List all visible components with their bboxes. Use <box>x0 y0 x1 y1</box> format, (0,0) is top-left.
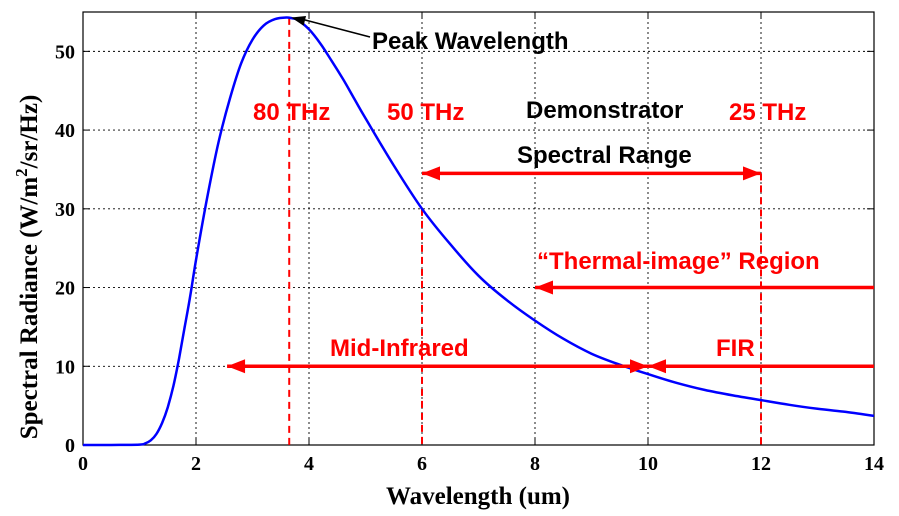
fir-label: FIR <box>716 335 755 362</box>
x-tick-label: 6 <box>417 453 427 475</box>
x-tick-label: 10 <box>638 453 658 475</box>
y-axis-title-main: Spectral Radiance (W/m <box>16 177 43 440</box>
mid-infrared-arrowhead-end <box>630 359 648 374</box>
x-tick-label: 2 <box>191 453 201 475</box>
label-25-thz: 25 THz <box>729 99 806 126</box>
plot-frame <box>82 11 875 446</box>
mid-infrared-arrowhead-start <box>227 359 246 374</box>
thermal-image-region-arrowhead-end <box>535 280 553 295</box>
fir-arrowhead-end <box>648 359 666 374</box>
peak-wavelength-label: Peak Wavelength <box>372 28 569 55</box>
y-tick-label: 0 <box>65 435 75 457</box>
label-80-thz: 80 THz <box>253 99 330 126</box>
mid-infrared-label: Mid-Infrared <box>330 335 469 362</box>
x-tick-label: 8 <box>530 453 540 475</box>
range-arrows <box>227 166 874 374</box>
x-tick-label: 14 <box>864 453 884 475</box>
y-axis-title-superscript: 2 <box>12 168 31 177</box>
frequency-markers <box>288 17 762 445</box>
y-tick-label: 30 <box>55 199 75 221</box>
axis-ticks: 0 2 4 6 8 10 12 14 0 10 20 30 40 50 <box>55 12 884 475</box>
spectral-range-arrowhead-start <box>422 166 440 181</box>
y-axis-title-tail: /sr/Hz) <box>16 95 43 170</box>
label-50-thz: 50 THz <box>387 99 464 126</box>
spectral-range-label: Spectral Range <box>517 142 692 169</box>
peak-pointer-arrowhead <box>291 16 307 26</box>
y-tick-label: 40 <box>55 120 75 142</box>
spectral-range-arrowhead-end <box>743 166 761 181</box>
x-tick-label: 4 <box>304 453 314 475</box>
y-tick-label: 50 <box>55 41 75 63</box>
thermal-image-region-label: “Thermal-image” Region <box>537 248 820 275</box>
peak-pointer-line <box>303 18 371 38</box>
x-axis-title: Wavelength (um) <box>386 483 570 510</box>
x-tick-label: 0 <box>78 453 88 475</box>
x-tick-label: 12 <box>751 453 771 475</box>
spectral-radiance-curve <box>82 16 875 447</box>
y-axis-title: Spectral Radiance (W/m2/sr/Hz) <box>12 95 43 440</box>
y-tick-label: 10 <box>55 356 75 378</box>
y-tick-label: 20 <box>55 278 75 300</box>
demonstrator-label: Demonstrator <box>526 97 683 124</box>
